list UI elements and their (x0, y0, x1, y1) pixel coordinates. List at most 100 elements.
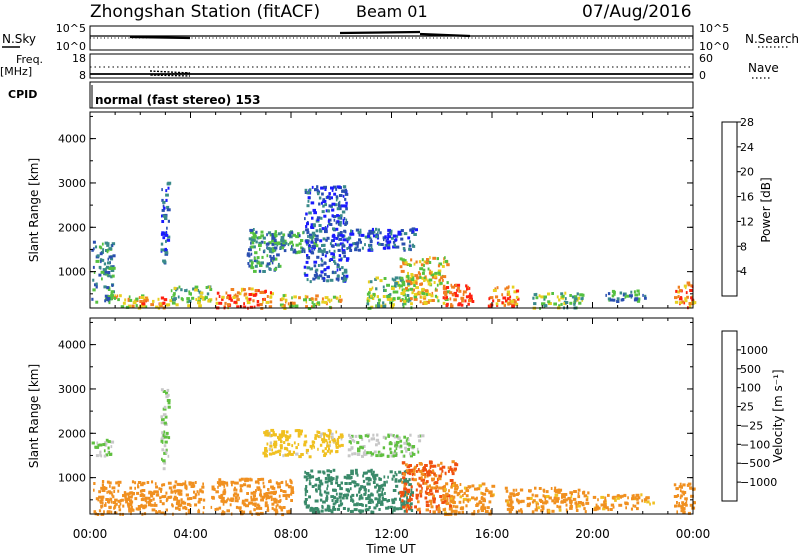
echo-cell (372, 474, 376, 478)
echo-cell (326, 449, 330, 453)
echo-cell (291, 296, 293, 300)
echo-cell (401, 491, 405, 495)
echo-cell (343, 274, 346, 278)
echo-cell (569, 505, 573, 508)
echo-cell (263, 492, 268, 496)
echo-cell (371, 286, 374, 290)
echo-cell (362, 474, 365, 478)
echo-cell (418, 260, 422, 264)
echo-cell (282, 241, 287, 245)
echo-cell (270, 428, 275, 432)
echo-cell (258, 244, 262, 247)
echo-cell (432, 496, 435, 500)
echo-cell (575, 501, 578, 505)
echo-cell (153, 490, 155, 494)
echo-cell (290, 247, 294, 251)
echo-cell (254, 480, 259, 484)
echo-cell (256, 261, 261, 265)
echo-cell (125, 500, 129, 504)
echo-cell (449, 291, 453, 295)
echo-cell (605, 293, 607, 297)
echo-cell (280, 242, 284, 246)
echo-cell (403, 259, 407, 263)
echo-cell (320, 493, 323, 497)
echo-cell (180, 498, 183, 502)
echo-cell (269, 233, 273, 237)
echo-cell (638, 496, 641, 500)
nsearch-label: N.Search (745, 32, 799, 46)
echo-cell (98, 443, 103, 447)
echo-cell (193, 490, 196, 494)
echo-cell (429, 464, 433, 468)
echo-cell (636, 501, 640, 505)
echo-cell (684, 299, 688, 303)
echo-cell (555, 499, 559, 503)
echo-cell (282, 294, 286, 298)
echo-cell (266, 295, 269, 298)
echo-cell (400, 276, 404, 280)
echo-cell (280, 507, 283, 511)
echo-cell (437, 264, 441, 268)
echo-cell (454, 486, 457, 490)
echo-cell (370, 437, 374, 441)
echo-cell (384, 492, 386, 495)
echo-cell (308, 455, 312, 459)
echo-cell (358, 497, 361, 501)
echo-cell (336, 439, 340, 443)
echo-cell (185, 506, 188, 510)
echo-cell (326, 469, 330, 473)
echo-cell (264, 290, 267, 293)
echo-cell (162, 413, 167, 417)
echo-cell (439, 281, 443, 285)
echo-cell (410, 302, 413, 306)
echo-cell (335, 236, 338, 240)
echo-cell (304, 487, 308, 491)
echo-cell (198, 497, 203, 501)
echo-cell (617, 494, 620, 498)
echo-cell (314, 434, 319, 438)
echo-cell (305, 260, 309, 264)
echo-cell (553, 302, 557, 306)
echo-cell (112, 501, 117, 504)
echo-cell (354, 246, 358, 250)
echo-cell (322, 200, 326, 203)
echo-cell (519, 488, 524, 492)
echo-cell (484, 489, 489, 493)
echo-cell (175, 502, 180, 506)
echo-cell (160, 511, 165, 515)
echo-cell (404, 296, 407, 300)
echo-cell (325, 491, 330, 495)
echo-cell (471, 300, 475, 303)
echo-cell (327, 428, 331, 432)
echo-cell (507, 302, 510, 306)
echo-cell (406, 263, 410, 266)
echo-cell (324, 203, 327, 207)
echo-cell (324, 226, 327, 229)
echo-cell (505, 489, 509, 493)
echo-cell (290, 486, 294, 490)
echo-cell (317, 435, 322, 439)
echo-cell (129, 499, 133, 503)
echo-cell (451, 472, 455, 476)
echo-cell (338, 254, 342, 258)
echo-cell (180, 503, 183, 507)
echo-cell (266, 233, 268, 237)
echo-cell (388, 298, 393, 301)
echo-cell (366, 482, 369, 486)
echo-cell (335, 195, 339, 199)
echo-cell (342, 238, 346, 242)
echo-cell (451, 469, 454, 473)
echo-cell (408, 472, 412, 476)
echo-cell (571, 295, 575, 299)
echo-cell (304, 493, 307, 497)
echo-cell (630, 290, 633, 294)
echo-patch (170, 285, 213, 308)
echo-cell (324, 254, 327, 258)
colorbar-tick-label: 16 (740, 191, 754, 204)
echo-cell (271, 502, 275, 506)
echo-cell (435, 485, 438, 489)
echo-cell (445, 304, 449, 308)
echo-cell (463, 491, 466, 495)
echo-cell (403, 500, 406, 504)
